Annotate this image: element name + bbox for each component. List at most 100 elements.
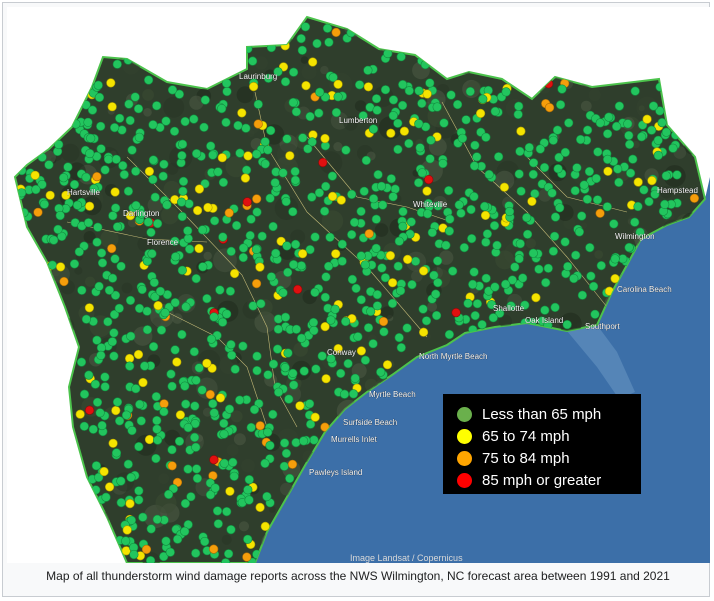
terrain-patch [354,100,367,112]
damage-report-dot [232,220,242,231]
damage-report-dot [280,312,291,322]
damage-report-dot [388,95,399,105]
damage-report-dot [147,249,157,259]
damage-report-dot [127,145,137,155]
damage-report-dot [555,203,565,213]
place-label: Pawleys Island [309,468,362,477]
damage-report-dot [602,129,613,139]
damage-report-dot [177,329,187,340]
damage-report-dot [116,261,126,271]
damage-report-dot [194,243,204,254]
damage-report-dot [265,440,275,451]
damage-report-dot [260,521,270,532]
damage-report-dot [548,246,559,256]
damage-report-dot [109,309,120,320]
damage-report-dot [320,322,330,332]
damage-report-dot [53,224,63,234]
damage-report-dot [248,56,258,66]
damage-report-dot [93,222,103,232]
damage-report-dot [273,67,283,77]
damage-report-dot [376,367,386,377]
damage-report-dot [289,260,299,270]
damage-report-dot [279,461,289,471]
terrain-patch [300,56,309,64]
damage-report-dot [142,325,152,335]
damage-report-dot [197,225,208,235]
damage-report-dot [177,197,187,207]
damage-report-dot [224,404,235,414]
damage-report-dot [125,115,135,126]
damage-report-dot [393,118,403,128]
damage-report-dot [87,105,98,115]
damage-report-dot [175,410,185,420]
damage-report-dot [222,309,232,319]
damage-report-dot [308,57,318,67]
damage-report-dot [226,246,236,256]
damage-report-dot [562,320,572,330]
damage-report-dot [149,277,159,288]
damage-report-dot [510,262,520,272]
damage-report-dot [297,333,307,343]
damage-report-dot [595,208,605,218]
damage-report-dot [426,135,436,145]
damage-report-dot [549,231,560,241]
damage-report-dot [118,161,128,171]
damage-report-dot [592,195,603,205]
damage-report-dot [307,137,317,147]
terrain-patch [127,218,138,228]
damage-report-dot [376,181,387,191]
damage-report-dot [585,243,595,253]
damage-report-dot [299,366,309,376]
damage-report-dot [689,193,700,203]
cape-fear-shoal [567,325,635,399]
damage-report-dot [550,302,560,313]
damage-report-dot [180,498,190,509]
damage-report-dot [341,145,351,155]
damage-report-dot [359,186,369,196]
damage-report-dot [570,186,580,196]
damage-report-dot [414,86,424,96]
damage-report-dot [263,145,273,155]
damage-report-dot [58,173,69,183]
damage-report-dot [209,544,219,554]
damage-report-dot [30,170,40,180]
damage-report-dot [528,169,538,179]
damage-report-dot [398,207,408,217]
damage-report-dot [425,154,435,164]
damage-report-dot [560,147,570,157]
imagery-credit: Image Landsat / Copernicus [350,553,463,563]
damage-report-dot [425,78,435,88]
damage-report-dot [318,157,328,168]
damage-report-dot [235,395,245,405]
damage-report-dot [96,248,107,258]
damage-report-dot [320,422,330,432]
damage-report-dot [111,405,121,416]
legend-label: 75 to 84 mph [482,449,570,467]
damage-report-dot [310,287,320,298]
damage-report-dot [33,207,43,217]
damage-report-dot [202,358,212,368]
damage-report-dot [243,534,253,544]
damage-report-dot [309,325,319,336]
damage-report-dot [107,243,117,254]
place-label: Murrells Inlet [331,435,378,444]
damage-report-dot [320,206,330,216]
place-label: Hampstead [657,186,698,195]
damage-report-dot [668,143,678,153]
damage-report-dot [237,108,247,118]
damage-report-dot [101,492,111,502]
damage-report-dot [110,290,121,300]
damage-report-dot [469,192,479,202]
terrain-patch [142,89,155,101]
damage-report-dot [96,350,106,361]
damage-report-dot [603,166,613,176]
damage-report-dot [112,59,122,69]
damage-report-dot [347,274,358,285]
damage-report-dot [432,102,442,112]
damage-report-dot [611,121,622,131]
damage-report-dot [183,423,193,433]
damage-report-dot [457,133,468,143]
damage-report-dot [548,135,558,145]
damage-report-dot [271,248,281,258]
damage-report-dot [169,126,180,136]
